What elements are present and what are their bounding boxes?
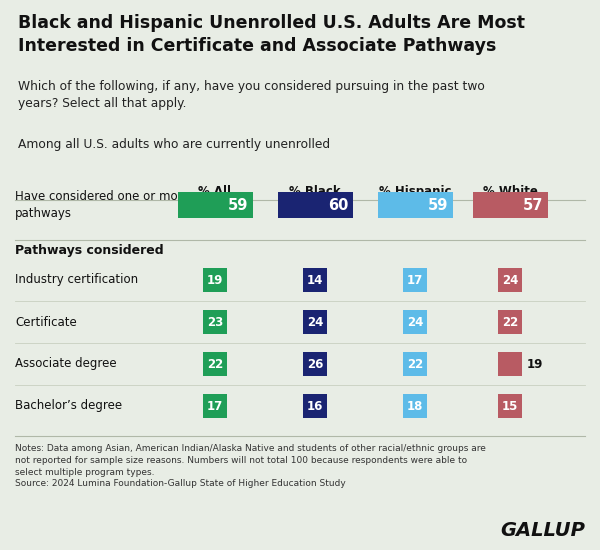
Text: Which of the following, if any, have you considered pursuing in the past two
yea: Which of the following, if any, have you… (18, 80, 485, 111)
FancyBboxPatch shape (403, 394, 427, 418)
Text: 57: 57 (523, 197, 544, 212)
Text: Pathways considered: Pathways considered (15, 244, 164, 257)
Text: Bachelor’s degree: Bachelor’s degree (15, 399, 122, 412)
FancyBboxPatch shape (303, 268, 327, 292)
Text: 18: 18 (407, 399, 423, 412)
FancyBboxPatch shape (498, 310, 522, 334)
FancyBboxPatch shape (403, 268, 427, 292)
Text: % Hispanic: % Hispanic (379, 185, 451, 198)
Text: 24: 24 (407, 316, 423, 328)
Text: 22: 22 (502, 316, 518, 328)
Text: 26: 26 (307, 358, 323, 371)
FancyBboxPatch shape (303, 394, 327, 418)
Text: Among all U.S. adults who are currently unenrolled: Among all U.S. adults who are currently … (18, 138, 330, 151)
FancyBboxPatch shape (203, 310, 227, 334)
Text: % Black: % Black (289, 185, 341, 198)
FancyBboxPatch shape (473, 192, 548, 218)
Text: Associate degree: Associate degree (15, 358, 116, 371)
FancyBboxPatch shape (178, 192, 253, 218)
Text: 24: 24 (502, 273, 518, 287)
FancyBboxPatch shape (203, 352, 227, 376)
Text: 14: 14 (307, 273, 323, 287)
FancyBboxPatch shape (303, 310, 327, 334)
Text: 59: 59 (428, 197, 449, 212)
Text: 22: 22 (407, 358, 423, 371)
Text: 19: 19 (527, 358, 544, 371)
Text: 16: 16 (307, 399, 323, 412)
Text: 24: 24 (307, 316, 323, 328)
Text: GALLUP: GALLUP (500, 521, 585, 540)
FancyBboxPatch shape (403, 352, 427, 376)
Text: 17: 17 (207, 399, 223, 412)
FancyBboxPatch shape (277, 192, 353, 218)
Text: 60: 60 (328, 197, 349, 212)
Text: 23: 23 (207, 316, 223, 328)
FancyBboxPatch shape (303, 352, 327, 376)
FancyBboxPatch shape (498, 352, 522, 376)
FancyBboxPatch shape (203, 268, 227, 292)
Text: Black and Hispanic Unenrolled U.S. Adults Are Most
Interested in Certificate and: Black and Hispanic Unenrolled U.S. Adult… (18, 14, 525, 55)
FancyBboxPatch shape (498, 394, 522, 418)
FancyBboxPatch shape (403, 310, 427, 334)
Text: Industry certification: Industry certification (15, 273, 138, 287)
Text: % All: % All (199, 185, 232, 198)
Text: % White: % White (482, 185, 538, 198)
Text: 15: 15 (502, 399, 518, 412)
Text: 22: 22 (207, 358, 223, 371)
Text: 19: 19 (207, 273, 223, 287)
Text: 59: 59 (228, 197, 248, 212)
Text: Have considered one or more
pathways: Have considered one or more pathways (15, 190, 190, 220)
Text: 17: 17 (407, 273, 423, 287)
FancyBboxPatch shape (377, 192, 452, 218)
FancyBboxPatch shape (498, 268, 522, 292)
Text: Certificate: Certificate (15, 316, 77, 328)
FancyBboxPatch shape (203, 394, 227, 418)
Text: Notes: Data among Asian, American Indian/Alaska Native and students of other rac: Notes: Data among Asian, American Indian… (15, 444, 486, 488)
